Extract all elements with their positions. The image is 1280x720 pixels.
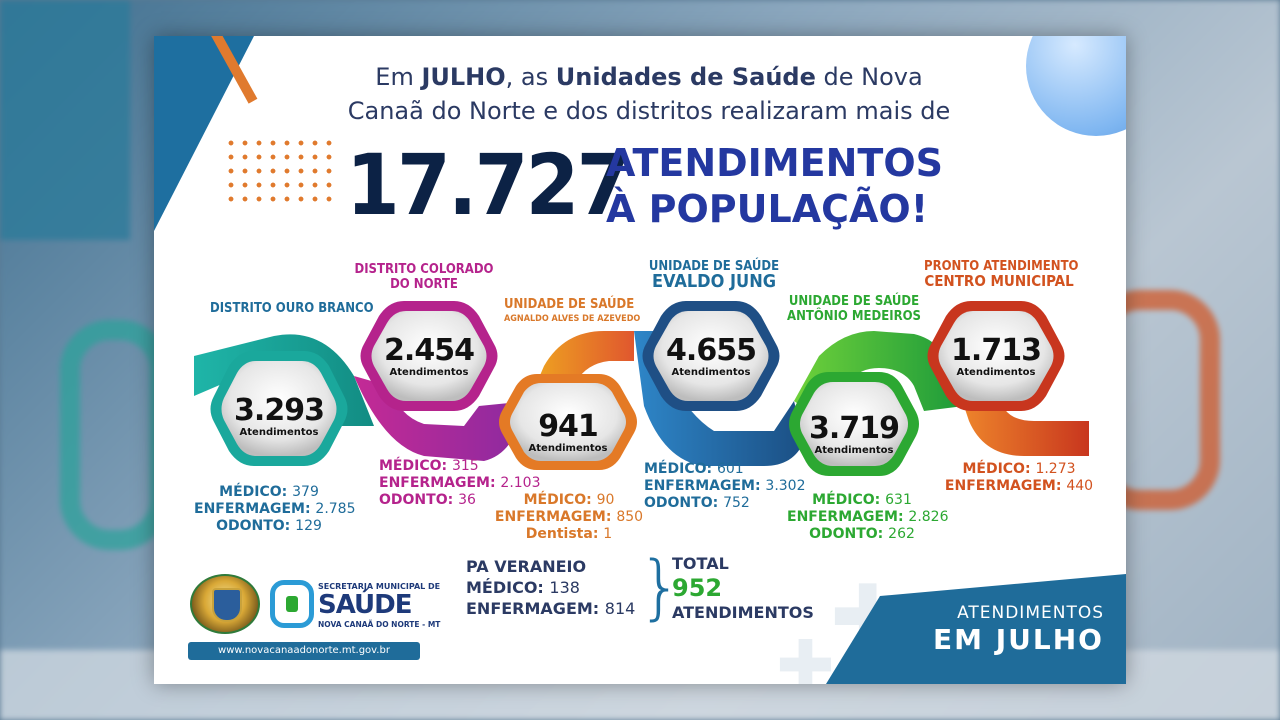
stats-evaldo: MÉDICO: 601 ENFERMAGEM: 3.302 ODONTO: 75… <box>644 461 806 511</box>
pa-veraneio-title: PA VERANEIO <box>466 557 587 576</box>
unit-title-evaldo: UNIDADE DE SAÚDE EVALDO JUNG <box>648 259 780 292</box>
count-ouro-branco: 3.293 Atendimentos <box>234 392 325 438</box>
headline-line-1: Em JULHO, as Unidades de Saúde de Nova <box>375 63 923 91</box>
stats-colorado: MÉDICO: 315 ENFERMAGEM: 2.103 ODONTO: 36 <box>379 458 541 508</box>
health-cross-icon <box>270 580 314 628</box>
plus-decoration-icon-2: ✚ <box>776 625 835 684</box>
hex-antonio <box>789 372 919 476</box>
count-antonio: 3.719 Atendimentos <box>809 410 900 456</box>
pa-veraneio: PA VERANEIO MÉDICO: 138 ENFERMAGEM: 814 <box>466 557 636 618</box>
unit-title-agnaldo: UNIDADE DE SAÚDE AGNALDO ALVES DE AZEVEDO <box>504 297 641 324</box>
ribbon-graphic <box>194 301 1089 476</box>
infographic-card: Em JULHO, as Unidades de Saúde de Nova C… <box>154 36 1126 684</box>
website-url[interactable]: www.novacanaadonorte.mt.gov.br <box>188 642 420 660</box>
hex-ouro-branco <box>210 351 348 466</box>
backdrop-corner <box>0 0 130 240</box>
stats-ouro-branco: MÉDICO: 379 ENFERMAGEM: 2.785 ODONTO: 12… <box>194 484 356 534</box>
dot-pattern <box>224 136 334 208</box>
total-attendances-number: 17.727 <box>346 136 630 234</box>
unit-title-pronto: PRONTO ATENDIMENTO CENTRO MUNICIPAL <box>924 259 1079 290</box>
pa-veraneio-total: TOTAL 952 ATENDIMENTOS <box>672 554 814 622</box>
count-agnaldo: 941 Atendimentos <box>528 408 608 454</box>
unit-title-antonio: UNIDADE DE SAÚDE ANTÔNIO MEDEIROS <box>787 294 921 324</box>
stats-antonio: MÉDICO: 631 ENFERMAGEM: 2.826 ODONTO: 26… <box>787 492 949 542</box>
unit-title-colorado: DISTRITO COLORADO DO NORTE <box>354 262 494 292</box>
headline: Em JULHO, as Unidades de Saúde de Nova C… <box>254 60 1044 128</box>
ribbon-segment-blue <box>634 331 804 466</box>
stats-agnaldo: MÉDICO: 90 ENFERMAGEM: 850 Dentista: 1 <box>494 492 644 542</box>
hex-evaldo <box>642 301 780 411</box>
brace-icon: } <box>638 546 683 628</box>
stats-pronto: MÉDICO: 1.273 ENFERMAGEM: 440 <box>944 461 1094 494</box>
city-coat-of-arms-icon <box>190 574 260 634</box>
headline-line-2: Canaã do Norte e dos distritos realizara… <box>347 97 951 125</box>
count-pronto: 1.713 Atendimentos <box>951 332 1042 378</box>
hex-agnaldo <box>499 374 637 470</box>
count-colorado: 2.454 Atendimentos <box>384 332 475 378</box>
ribbon-segment-magenta <box>354 376 529 461</box>
hex-colorado <box>360 301 498 411</box>
count-evaldo: 4.655 Atendimentos <box>666 332 757 378</box>
footer-caption: ATENDIMENTOS EM JULHO <box>933 603 1104 656</box>
hex-pronto <box>927 301 1065 411</box>
total-attendances-label: ATENDIMENTOS À POPULAÇÃO! <box>606 141 943 231</box>
unit-title-ouro-branco: DISTRITO OURO BRANCO <box>210 301 374 316</box>
